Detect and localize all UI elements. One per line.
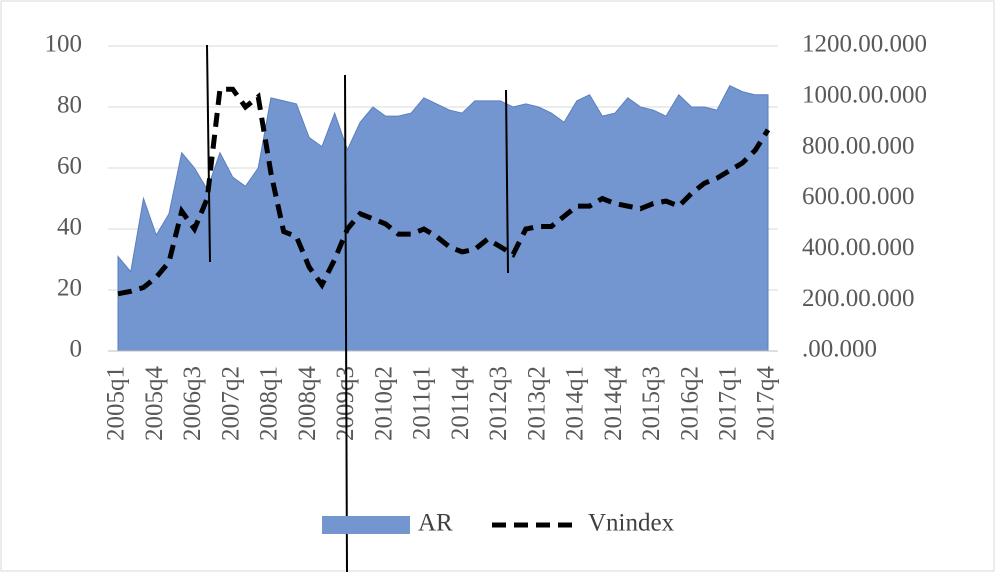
x-tick-label: 2011q4 <box>447 366 474 441</box>
legend-label: Vnindex <box>588 510 675 537</box>
y-tick-label: 80 <box>57 92 82 119</box>
x-tick-label: 2006q3 <box>179 366 206 441</box>
annotation-lines <box>206 44 509 572</box>
y-tick-label: 0 <box>70 336 83 363</box>
x-tick-label: 2015q3 <box>638 366 665 441</box>
legend-label: AR <box>418 510 453 537</box>
y2-tick-label: 1200.00.000 <box>802 31 927 58</box>
marker-line <box>206 44 211 263</box>
y2-tick-label: 600.00.000 <box>802 183 915 210</box>
x-tick-label: 2007q2 <box>217 366 244 441</box>
x-tick-label: 2010q2 <box>370 366 397 441</box>
x-tick-label: 2005q1 <box>103 366 130 441</box>
x-tick-label: 2014q4 <box>600 366 627 442</box>
x-tick-label: 2012q3 <box>485 366 512 441</box>
x-tick-label: 2013q2 <box>523 366 550 441</box>
marker-line <box>505 89 509 274</box>
x-tick-label: 2011q1 <box>409 366 436 440</box>
line <box>117 86 771 297</box>
y-tick-label: 20 <box>57 275 82 302</box>
y2-tick-label: 400.00.000 <box>802 234 915 261</box>
plot-area: 0 20 40 60 80 100 .00.000 200.00.000 400.00.000 6… <box>45 31 928 441</box>
legend: AR Vnindex <box>322 510 675 537</box>
y2-tick-label: 800.00.000 <box>802 132 915 159</box>
y2-tick-label: .00.000 <box>802 336 877 363</box>
y-tick-label: 40 <box>57 214 82 241</box>
x-tick-label: 2014q1 <box>562 366 589 441</box>
y-tick-label: 100 <box>45 31 83 58</box>
x-tick-label: 2017q1 <box>714 366 741 441</box>
y-tick-label: 60 <box>57 153 82 180</box>
y2-tick-label: 200.00.000 <box>802 285 915 312</box>
legend-swatch <box>322 516 410 534</box>
x-tick-label: 2008q1 <box>256 366 283 441</box>
y2-tick-label: 1000.00.000 <box>802 82 927 109</box>
marker-line <box>344 74 348 572</box>
x-tick-label: 2008q4 <box>294 366 321 442</box>
area <box>117 84 769 352</box>
x-tick-label: 2005q4 <box>141 366 168 442</box>
x-tick-label: 2017q4 <box>753 366 780 442</box>
x-tick-label: 2016q2 <box>676 366 703 441</box>
